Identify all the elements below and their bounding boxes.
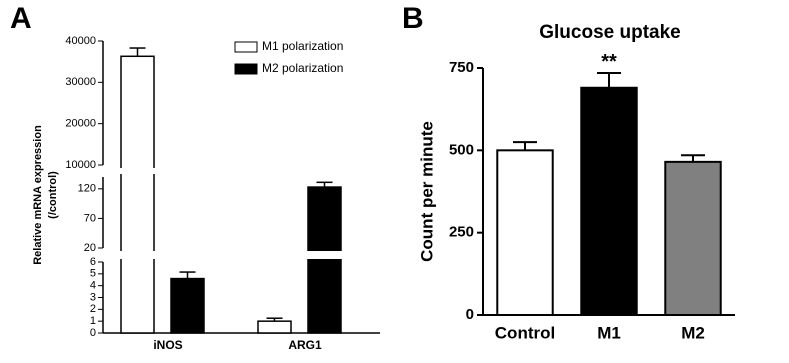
x-tick-label: M2 <box>681 323 705 342</box>
y-tick-label: 120 <box>78 183 96 195</box>
axis-break <box>95 251 382 259</box>
x-tick-label: M1 <box>597 323 621 342</box>
x-tick-label: ARG1 <box>288 338 322 352</box>
legend-swatch <box>234 63 258 75</box>
panel-label: A <box>10 2 32 35</box>
bar <box>580 86 638 317</box>
chart-title: Glucose uptake <box>539 22 681 43</box>
y-tick-label: 10000 <box>65 159 96 171</box>
y-tick-label: 750 <box>449 59 474 76</box>
y-tick-label: 4 <box>90 280 96 292</box>
axis-break <box>95 168 382 174</box>
y-tick-label: 6 <box>90 256 96 268</box>
y-tick-label: 70 <box>84 212 96 224</box>
y-axis-label: Count per minute <box>417 121 436 262</box>
bar <box>664 160 722 316</box>
y-tick-label: 0 <box>90 327 96 339</box>
legend-label: M1 polarization <box>262 39 343 53</box>
panel-label: B <box>402 2 424 35</box>
y-tick-label: 0 <box>466 306 474 323</box>
y-tick-label: 40000 <box>65 35 96 47</box>
bar <box>170 277 205 334</box>
bar <box>257 320 292 334</box>
y-tick-label: 500 <box>449 141 474 158</box>
y-tick-label: 30000 <box>65 76 96 88</box>
legend-swatch <box>234 41 258 53</box>
y-tick-label: 2 <box>90 303 96 315</box>
y-tick-label: 3 <box>90 291 96 303</box>
y-tick-label: 250 <box>449 224 474 241</box>
y-tick-label: 20 <box>84 242 96 254</box>
y-tick-label: 20000 <box>65 118 96 130</box>
bar <box>307 186 342 334</box>
y-tick-label: 1 <box>90 315 96 327</box>
x-tick-label: iNOS <box>153 338 182 352</box>
significance: ** <box>601 51 617 73</box>
y-axis-label: (/control) <box>47 171 59 219</box>
legend-label: M2 polarization <box>262 61 343 75</box>
y-axis-label: Relative mRNA expression <box>32 125 44 265</box>
y-tick-label: 5 <box>90 268 96 280</box>
x-tick-label: Control <box>495 323 555 342</box>
bar <box>496 149 554 316</box>
bar <box>120 55 155 334</box>
